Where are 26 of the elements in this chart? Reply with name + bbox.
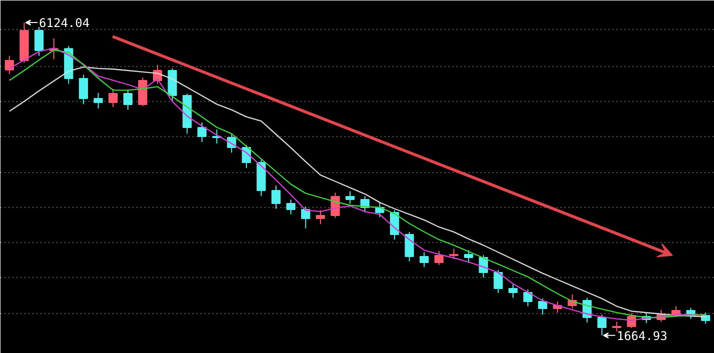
annotation: 1664.93	[616, 328, 668, 343]
candlestick	[612, 321, 622, 332]
candlestick	[197, 122, 207, 143]
candlestick	[508, 284, 518, 298]
candlestick	[301, 206, 310, 229]
candlestick	[346, 190, 355, 204]
candlestick	[538, 298, 548, 316]
candlestick	[404, 231, 414, 262]
candlestick	[271, 185, 281, 210]
candlestick	[123, 90, 132, 110]
candlestick	[94, 92, 103, 109]
candlestick	[108, 88, 118, 108]
candlestick	[434, 250, 444, 266]
candlestick	[449, 248, 458, 260]
annotation: 6124.04	[39, 16, 90, 30]
candlestick	[316, 210, 326, 225]
candlestick	[78, 74, 88, 105]
candlestick	[597, 314, 606, 336]
candlestick	[523, 288, 532, 307]
candlestick	[420, 252, 429, 268]
candlestick	[138, 77, 148, 107]
candlestick	[286, 199, 296, 215]
candlestick	[494, 269, 503, 294]
candlestick	[4, 55, 14, 75]
candlestick	[464, 250, 474, 264]
candlestick	[34, 26, 44, 56]
